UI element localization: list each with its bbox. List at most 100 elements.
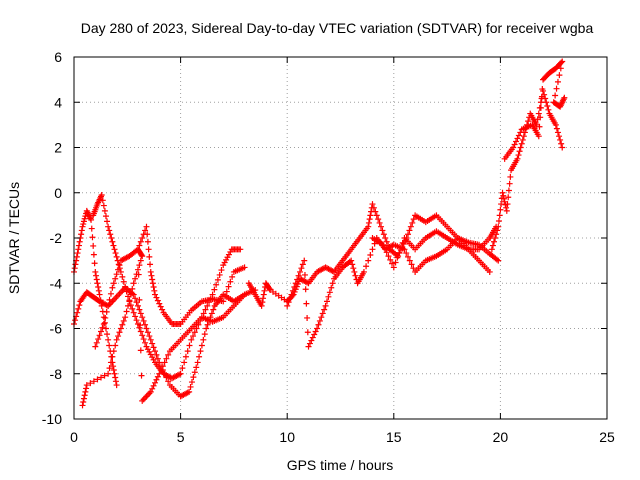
- data-point: [116, 329, 123, 336]
- data-point: [147, 268, 154, 275]
- data-point: [541, 91, 548, 98]
- data-point: [304, 329, 311, 336]
- data-point: [558, 140, 565, 147]
- data-point: [115, 333, 122, 340]
- data-point: [488, 246, 495, 253]
- data-point: [517, 129, 524, 136]
- data-point: [156, 300, 163, 307]
- data-point: [515, 152, 522, 159]
- data-point: [260, 295, 267, 302]
- data-point: [497, 206, 504, 213]
- data-point: [153, 351, 160, 358]
- data-point: [400, 241, 407, 248]
- data-point: [511, 141, 518, 148]
- data-point: [378, 223, 385, 230]
- data-point: [535, 133, 542, 140]
- data-point: [303, 300, 310, 307]
- y-tick-label: -6: [50, 321, 63, 337]
- data-point: [379, 227, 386, 234]
- data-point: [93, 272, 100, 279]
- x-tick-label: 20: [493, 429, 509, 445]
- data-point: [204, 321, 211, 328]
- data-point: [150, 382, 157, 389]
- data-point: [94, 280, 101, 287]
- data-point: [88, 225, 95, 232]
- data-point: [126, 297, 133, 304]
- data-point: [298, 265, 305, 272]
- data-point: [95, 284, 102, 291]
- data-point: [150, 344, 157, 351]
- data-point: [184, 348, 191, 355]
- data-point: [552, 92, 559, 99]
- data-point: [144, 329, 151, 336]
- data-point: [150, 284, 157, 291]
- data-point: [409, 219, 416, 226]
- data-point: [503, 204, 510, 211]
- data-point: [203, 325, 210, 332]
- data-point: [137, 328, 144, 335]
- data-point: [486, 268, 493, 275]
- data-point: [392, 259, 399, 266]
- data-point: [559, 58, 566, 65]
- data-point: [105, 370, 112, 377]
- data-point: [202, 306, 209, 313]
- data-point: [106, 365, 113, 372]
- data-point: [106, 296, 113, 303]
- data-point: [557, 136, 564, 143]
- data-point: [152, 379, 159, 386]
- data-point: [143, 223, 150, 230]
- data-point: [554, 78, 561, 85]
- data-point: [94, 376, 101, 383]
- y-tick-label: -4: [50, 275, 63, 291]
- data-point: [266, 285, 273, 292]
- data-point: [213, 281, 220, 288]
- data-point: [127, 302, 134, 309]
- data-point: [74, 309, 81, 316]
- data-point: [93, 276, 100, 283]
- data-point: [193, 364, 200, 371]
- data-point: [396, 249, 403, 256]
- data-point: [100, 202, 107, 209]
- data-point: [89, 234, 96, 241]
- data-point: [387, 256, 394, 263]
- data-point: [115, 261, 122, 268]
- data-point: [507, 173, 514, 180]
- data-point: [88, 216, 95, 223]
- data-points: [71, 58, 568, 409]
- data-point: [140, 336, 147, 343]
- data-point: [558, 59, 565, 66]
- data-point: [119, 273, 126, 280]
- data-point: [98, 328, 105, 335]
- data-point: [537, 104, 544, 111]
- data-point: [329, 280, 336, 287]
- data-point: [99, 197, 106, 204]
- data-point: [144, 238, 151, 245]
- series-track-10: [501, 58, 568, 162]
- data-point: [258, 302, 265, 309]
- data-point: [311, 331, 318, 338]
- data-point: [127, 291, 134, 298]
- data-point: [197, 348, 204, 355]
- data-point: [120, 278, 127, 285]
- data-point: [537, 99, 544, 106]
- data-point: [325, 293, 332, 300]
- data-point: [191, 369, 198, 376]
- data-point: [139, 235, 146, 241]
- data-point: [81, 215, 88, 222]
- data-point: [142, 339, 149, 346]
- data-point: [145, 246, 152, 253]
- data-point: [113, 253, 120, 260]
- data-point: [544, 103, 551, 110]
- data-point: [352, 272, 359, 279]
- data-point: [157, 303, 164, 310]
- data-point: [220, 298, 227, 305]
- data-point: [158, 366, 165, 373]
- data-point: [301, 271, 308, 278]
- data-point: [289, 287, 296, 294]
- data-point: [545, 106, 552, 113]
- data-point: [302, 286, 309, 293]
- data-point: [136, 296, 143, 303]
- data-point: [153, 376, 160, 383]
- data-point: [79, 402, 86, 409]
- data-point: [495, 257, 502, 264]
